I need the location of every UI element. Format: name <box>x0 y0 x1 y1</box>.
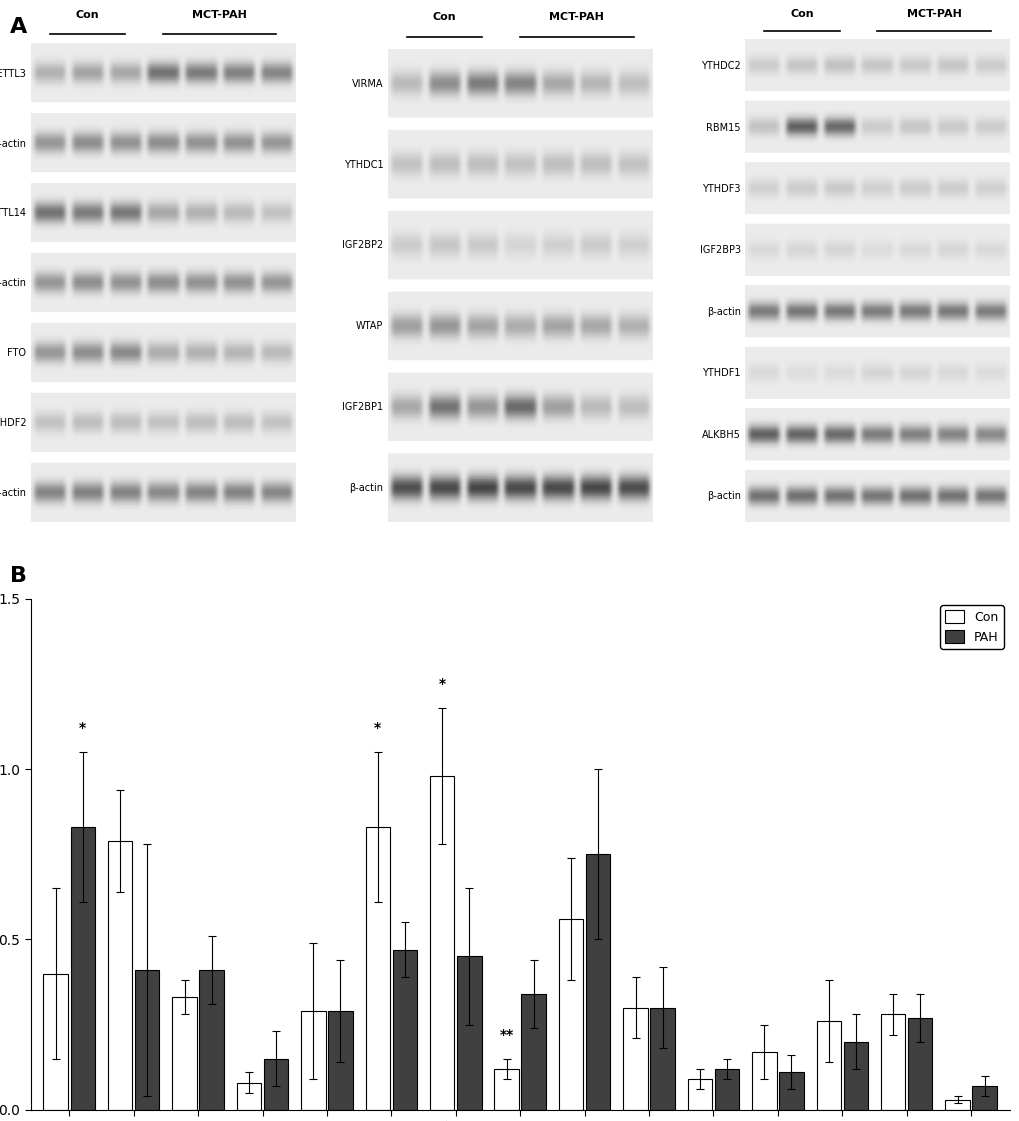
Text: RBM15: RBM15 <box>705 122 740 132</box>
Text: β-actin: β-actin <box>350 483 383 493</box>
Legend: Con, PAH: Con, PAH <box>940 605 1003 649</box>
Text: β-actin: β-actin <box>706 491 740 501</box>
Text: MCT-PAH: MCT-PAH <box>549 12 603 22</box>
Text: MCT-PAH: MCT-PAH <box>906 9 961 19</box>
Text: *: * <box>374 721 381 735</box>
Bar <box>880 1015 905 1110</box>
Text: β-actin: β-actin <box>0 488 26 498</box>
Text: *: * <box>79 721 87 735</box>
Text: Con: Con <box>790 9 813 19</box>
Text: YTHDC1: YTHDC1 <box>343 159 383 169</box>
Bar <box>687 1080 711 1110</box>
Text: Con: Con <box>75 10 99 20</box>
Bar <box>945 1100 969 1110</box>
Text: β-actin: β-actin <box>706 307 740 317</box>
Text: METTL3: METTL3 <box>0 68 26 78</box>
Bar <box>392 949 417 1110</box>
Text: MCT-PAH: MCT-PAH <box>192 10 247 20</box>
Text: YTHDF2: YTHDF2 <box>0 418 26 428</box>
Bar <box>365 827 389 1110</box>
Bar <box>650 1008 675 1110</box>
Bar <box>843 1041 867 1110</box>
Bar <box>264 1058 288 1110</box>
Bar <box>44 973 68 1110</box>
Text: A: A <box>10 17 28 37</box>
Text: β-actin: β-actin <box>0 139 26 149</box>
Text: YTHDC2: YTHDC2 <box>700 62 740 72</box>
Bar <box>521 994 545 1110</box>
Bar <box>751 1051 775 1110</box>
Text: β-actin: β-actin <box>0 278 26 288</box>
Bar <box>172 998 197 1110</box>
Text: ALKBH5: ALKBH5 <box>701 429 740 439</box>
Bar <box>301 1011 325 1110</box>
Text: IGF2BP2: IGF2BP2 <box>342 240 383 250</box>
Bar <box>70 827 95 1110</box>
Text: METTL14: METTL14 <box>0 209 26 219</box>
Bar <box>585 854 609 1110</box>
Text: FTO: FTO <box>7 348 26 358</box>
Bar <box>494 1069 519 1110</box>
Text: IGF2BP1: IGF2BP1 <box>342 402 383 413</box>
Bar <box>236 1083 261 1110</box>
Text: B: B <box>10 566 28 586</box>
Text: VIRMA: VIRMA <box>352 78 383 89</box>
Bar <box>558 919 583 1110</box>
Text: YTHDF1: YTHDF1 <box>701 369 740 378</box>
Bar <box>430 776 454 1110</box>
Bar <box>328 1011 353 1110</box>
Bar <box>779 1073 803 1110</box>
Text: WTAP: WTAP <box>356 322 383 331</box>
Bar <box>135 970 159 1110</box>
Text: Con: Con <box>432 12 455 22</box>
Text: YTHDF3: YTHDF3 <box>701 184 740 194</box>
Bar <box>714 1069 739 1110</box>
Text: IGF2BP3: IGF2BP3 <box>699 245 740 256</box>
Bar <box>816 1021 841 1110</box>
Bar <box>457 956 481 1110</box>
Bar <box>623 1008 647 1110</box>
Bar <box>971 1086 996 1110</box>
Bar <box>108 841 132 1110</box>
Text: **: ** <box>499 1028 514 1041</box>
Bar <box>907 1018 931 1110</box>
Text: *: * <box>438 677 445 691</box>
Bar <box>199 970 223 1110</box>
